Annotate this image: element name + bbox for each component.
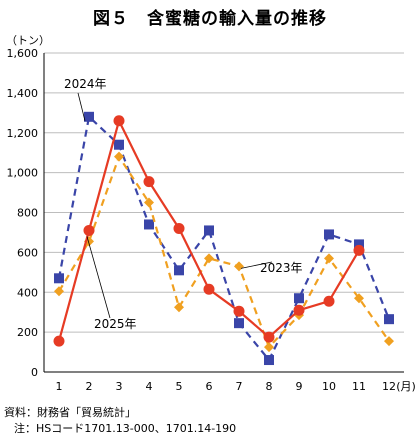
data-point [204,225,214,236]
data-point [263,331,275,343]
x-tick-label: 11 [352,380,366,393]
y-tick-label: 400 [17,286,38,299]
data-point [144,219,154,230]
series-label-leader [240,261,273,269]
series-line-2023年 [58,155,390,349]
data-point [114,139,124,150]
data-point [54,286,64,297]
data-point [203,283,215,295]
y-tick-label: 1,400 [7,87,39,100]
x-tick-label: 12 [382,380,396,393]
data-point [53,335,65,347]
grid-lines [44,52,404,333]
data-point [114,151,124,162]
data-point [353,244,365,256]
data-point [324,229,334,240]
data-point [234,261,244,272]
data-point [234,318,244,329]
y-tick-label: 200 [17,326,38,339]
series-label: 2023年 [260,261,303,275]
y-axis-unit-label: （トン） [6,34,50,47]
data-point [173,222,185,234]
data-point [174,265,184,276]
data-point [204,253,214,264]
x-tick-label: 8 [266,380,273,393]
y-tick-label: 0 [31,366,38,379]
note-text: 注：HSコード1701.13-000、1701.14-190 [14,422,237,435]
data-point [293,304,305,316]
y-tick-label: 1,600 [7,47,39,60]
x-tick-label: 4 [146,380,153,393]
y-tick-label: 600 [17,246,38,259]
y-tick-label: 800 [17,207,38,220]
data-point [54,273,64,284]
data-point [143,176,155,188]
x-tick-label: 2 [86,380,93,393]
data-point [354,293,364,304]
data-point [384,336,394,347]
series-labels: 2024年 2023年 2025年 [64,77,303,331]
x-tick-label: 9 [296,380,303,393]
data-point [384,314,394,325]
series-lines [53,111,394,366]
data-point [323,295,335,307]
data-point [264,355,274,366]
x-tick-label: 6 [206,380,213,393]
chart-title: 図５ 含蜜糖の輸入量の推移 [93,9,327,29]
x-tick-label: 1 [56,380,63,393]
series-label: 2024年 [64,77,107,91]
data-point [233,305,245,317]
data-point [264,342,274,353]
x-axis-unit-label: (月) [396,380,416,393]
x-tick-label: 3 [116,380,123,393]
data-point [113,115,125,127]
x-tick-label: 10 [322,380,336,393]
y-tick-label: 1,000 [7,167,39,180]
x-tick-label: 7 [236,380,243,393]
data-point [174,302,184,313]
data-point [144,197,154,208]
data-point [324,253,334,264]
y-tick-label: 1,200 [7,127,39,140]
series-label-leader [77,92,86,121]
data-point [84,111,94,122]
data-point [83,224,95,236]
data-point [354,239,364,250]
x-tick-label: 5 [176,380,183,393]
series-label-leader [86,236,111,319]
data-point [294,293,304,304]
series-label: 2025年 [94,317,137,331]
source-text: 資料：財務省「貿易統計」 [4,406,136,419]
